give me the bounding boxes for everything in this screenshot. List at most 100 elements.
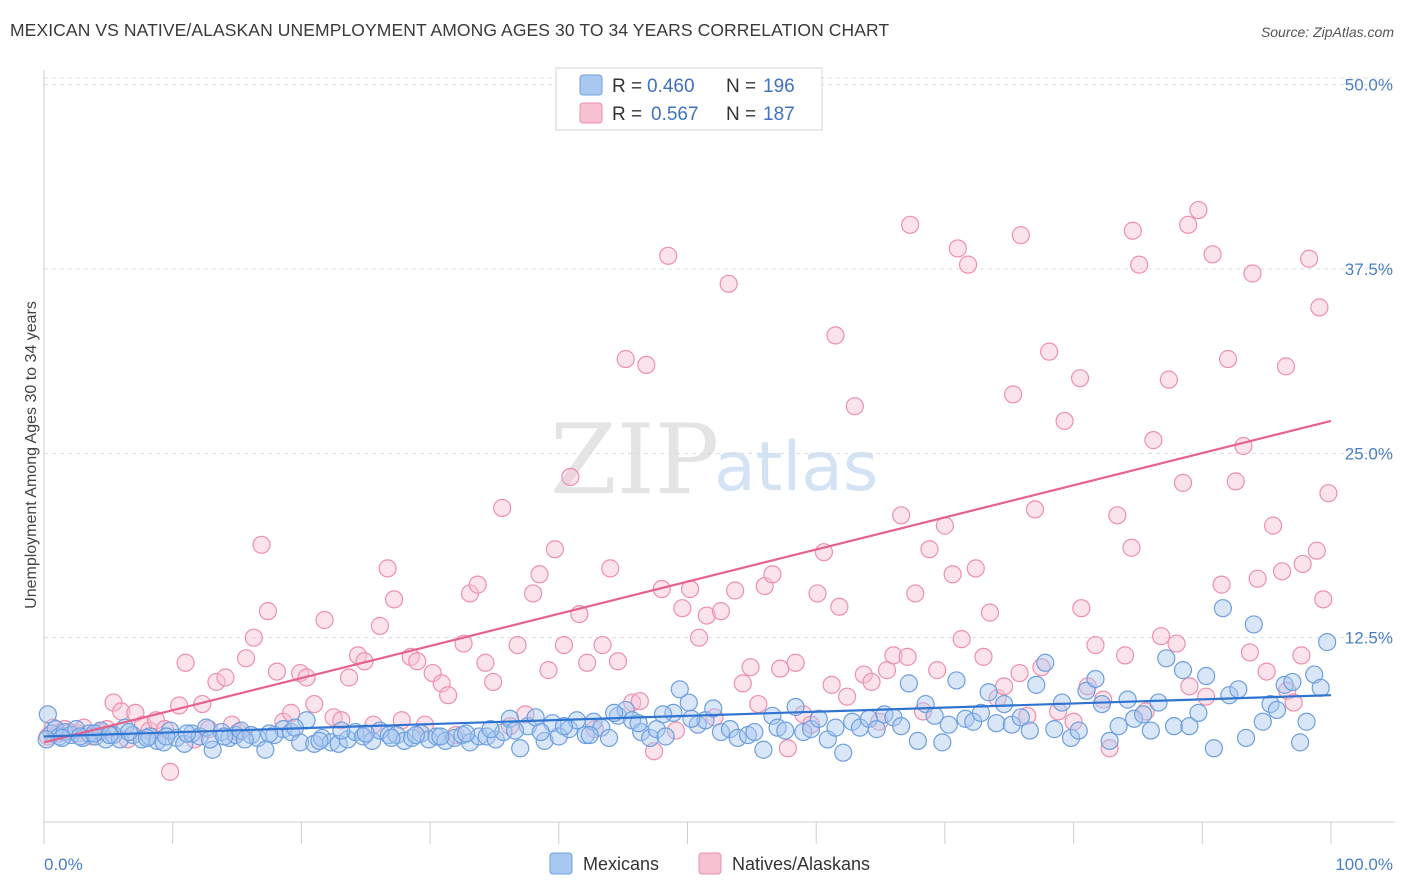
mexicans-point-64	[511, 739, 530, 758]
natives-alaskans-point-151	[1167, 634, 1186, 653]
series-legend: Mexicans Natives/Alaskans	[549, 852, 870, 875]
natives-alaskans-point-38	[315, 610, 334, 630]
mexicans-point-176	[215, 727, 234, 746]
mexicans-point-150	[1204, 739, 1223, 758]
mexicans-point-40	[312, 728, 332, 748]
mexicans-point-97	[776, 721, 795, 740]
natives-alaskans-point-149	[1152, 627, 1171, 646]
zipatlas-watermark: ZIP atlas	[550, 404, 878, 516]
natives-alaskans-point-100	[786, 653, 805, 672]
natives-alaskans-point-124	[966, 559, 985, 578]
mexicans-point-185	[431, 727, 450, 746]
natives-alaskans-point-66	[530, 565, 549, 584]
natives-alaskans-points	[38, 200, 1338, 781]
mexicans-point-133	[1069, 721, 1088, 740]
series-legend-swatch-mexicans	[549, 852, 573, 875]
natives-alaskans-point-98	[771, 659, 790, 678]
natives-alaskans-point-129	[1004, 385, 1023, 404]
natives-alaskans-point-53	[432, 674, 451, 693]
natives-alaskans-point-25	[216, 668, 235, 687]
y-axis-label: Unemployment Among Ages 30 to 34 years	[23, 301, 40, 609]
mexicans-point-195	[682, 709, 701, 728]
natives-alaskans-point-116	[906, 584, 925, 603]
natives-alaskans-point-183	[1310, 298, 1329, 317]
natives-alaskans-point-136	[1055, 411, 1074, 431]
mexicans-point-180	[310, 731, 329, 751]
mexicans-point-142	[1141, 721, 1160, 740]
natives-alaskans-point-32	[267, 662, 287, 681]
natives-alaskans-point-109	[854, 665, 873, 684]
mexicans-point-181	[332, 721, 351, 740]
natives-alaskans-point-72	[578, 653, 597, 672]
mexicans-point-124	[995, 694, 1014, 714]
mexicans-point-178	[260, 724, 279, 743]
mexicans-point-67	[535, 731, 554, 751]
natives-alaskans-point-122	[952, 630, 971, 649]
natives-alaskans-point-68	[545, 540, 565, 559]
y-tick-labels: 12.5% 25.0% 37.5% 50.0%	[1345, 76, 1393, 648]
mexicans-point-140	[1124, 709, 1144, 728]
natives-alaskans-point-144	[1115, 646, 1135, 665]
mexicans-point-135	[1086, 669, 1105, 689]
watermark-zip: ZIP	[550, 404, 719, 516]
y-tick-label-3: 50.0%	[1345, 76, 1393, 95]
natives-alaskans-point-171	[1314, 590, 1333, 609]
x-tick-label-max: 100.0%	[1335, 855, 1393, 874]
mexicans-point-139	[1118, 690, 1137, 709]
legend-swatch-blue	[579, 74, 603, 96]
mexicans-point-184	[406, 725, 426, 745]
mexicans-point-0	[38, 705, 57, 724]
mexicans-point-155	[1244, 615, 1263, 634]
natives-alaskans-point-152	[1173, 473, 1193, 492]
x-tick-label-min: 0.0%	[44, 855, 83, 874]
mexicans-point-177	[235, 730, 254, 749]
mexicans-point-111	[892, 717, 911, 736]
x-tick-labels: 0.0% 100.0%	[44, 855, 1393, 874]
natives-alaskans-point-161	[1240, 643, 1260, 662]
natives-alaskans-point-119	[928, 661, 947, 680]
mexicans-point-104	[834, 743, 853, 762]
trend-lines	[43, 419, 1332, 744]
mexicans-point-82	[656, 727, 675, 746]
natives-alaskans-point-85	[673, 599, 692, 618]
natives-alaskans-point-121	[943, 565, 962, 584]
mexicans-point-160	[1283, 672, 1302, 692]
mexicans-point-26	[203, 740, 222, 759]
natives-alaskans-point-63	[508, 635, 527, 655]
watermark-atlas: atlas	[714, 428, 878, 507]
mexicans-point-121	[971, 703, 991, 722]
natives-alaskans-point-165	[1272, 562, 1292, 581]
natives-alaskans-point-61	[493, 498, 512, 518]
mexicans-point-42	[329, 734, 348, 753]
natives-alaskans-point-95	[749, 694, 768, 714]
natives-alaskans-point-180	[1243, 264, 1262, 283]
natives-alaskans-point-125	[974, 647, 993, 666]
natives-alaskans-point-107	[837, 687, 857, 706]
natives-alaskans-point-77	[616, 349, 635, 369]
mexicans-point-69	[549, 727, 568, 746]
mexicans-point-149	[1197, 666, 1216, 686]
natives-alaskans-point-24	[207, 672, 226, 692]
mexicans-point-127	[1020, 721, 1039, 740]
natives-alaskans-point-29	[244, 628, 263, 647]
mexicans-point-141	[1133, 705, 1153, 724]
natives-alaskans-point-70	[561, 467, 580, 487]
natives-alaskans-point-163	[1257, 662, 1276, 681]
natives-alaskans-point-83	[659, 246, 678, 265]
natives-alaskans-point-20	[176, 653, 195, 672]
natives-alaskans-point-99	[778, 739, 797, 758]
mexicans-point-45	[354, 727, 373, 746]
mexicans-point-189	[531, 722, 550, 742]
natives-alaskans-point-148	[1144, 431, 1163, 450]
mexicans-point-63	[500, 709, 519, 728]
natives-alaskans-point-54	[439, 686, 458, 705]
mexicans-point-95	[763, 706, 782, 725]
mexicans-point-151	[1213, 599, 1232, 618]
legend-r-value-2: 0.567	[651, 104, 699, 125]
natives-alaskans-point-157	[1212, 575, 1231, 594]
legend-r-label-2: R =	[612, 104, 642, 125]
natives-alaskans-point-28	[236, 649, 256, 668]
mexicans-point-122	[979, 683, 998, 702]
natives-alaskans-point-74	[593, 635, 612, 655]
natives-alaskans-point-88	[697, 606, 716, 625]
